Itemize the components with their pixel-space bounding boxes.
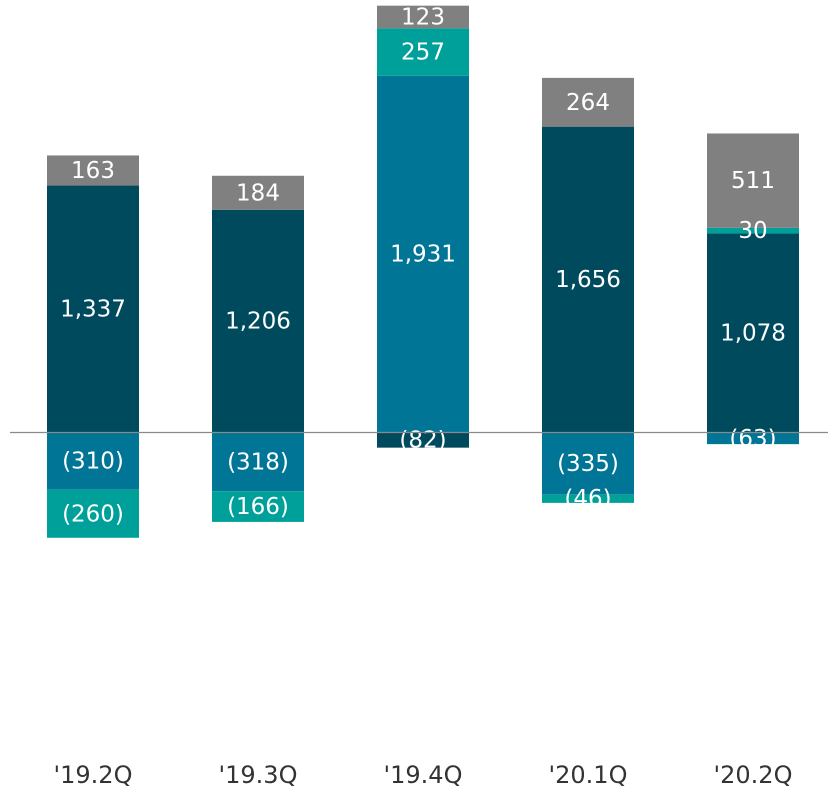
data-label: (63)	[729, 426, 776, 452]
bar-segment	[707, 432, 799, 445]
x-tick-label: '19.2Q	[54, 761, 133, 788]
data-label: 511	[731, 168, 775, 194]
bar-segment	[212, 491, 304, 522]
data-label: 1,931	[390, 242, 456, 268]
bar-segment	[542, 77, 634, 127]
data-label: 264	[566, 90, 610, 116]
bar-segment	[212, 209, 304, 433]
data-label: (260)	[62, 501, 124, 527]
bar-segment	[542, 494, 634, 503]
bar-segment	[212, 432, 304, 492]
data-label: (318)	[227, 449, 289, 475]
x-tick-label: '19.3Q	[219, 761, 298, 788]
x-tick-label: '20.2Q	[714, 761, 793, 788]
data-label: 123	[401, 5, 445, 31]
bars	[47, 5, 799, 538]
x-tick-label: '19.4Q	[384, 761, 463, 788]
data-label: (310)	[62, 449, 124, 475]
bar-segment	[377, 432, 469, 448]
x-tick-label: '20.1Q	[549, 761, 628, 788]
data-label: 257	[401, 40, 445, 66]
bar-segment	[542, 126, 634, 433]
data-label: (166)	[227, 494, 289, 520]
data-label: (46)	[564, 486, 611, 512]
data-label: 1,206	[225, 309, 291, 335]
bar-segment	[707, 133, 799, 228]
bar-segment	[542, 432, 634, 495]
bar-segment	[707, 227, 799, 234]
data-label: 184	[236, 180, 280, 206]
bar-segment	[47, 185, 139, 433]
bar-segment	[707, 233, 799, 433]
bar-segment	[212, 175, 304, 210]
data-label: 163	[71, 158, 115, 184]
data-label: 30	[738, 218, 767, 244]
bar-segment	[47, 489, 139, 538]
data-label: 1,078	[720, 320, 786, 346]
data-label: (82)	[399, 428, 446, 454]
bar-segment	[377, 75, 469, 433]
data-label: (335)	[557, 451, 619, 477]
bar-segment	[377, 5, 469, 29]
bar-segment	[47, 155, 139, 186]
bar-segment	[47, 432, 139, 490]
data-label: 1,656	[555, 267, 621, 293]
bar-segment	[377, 28, 469, 76]
data-label: 1,337	[60, 297, 126, 323]
